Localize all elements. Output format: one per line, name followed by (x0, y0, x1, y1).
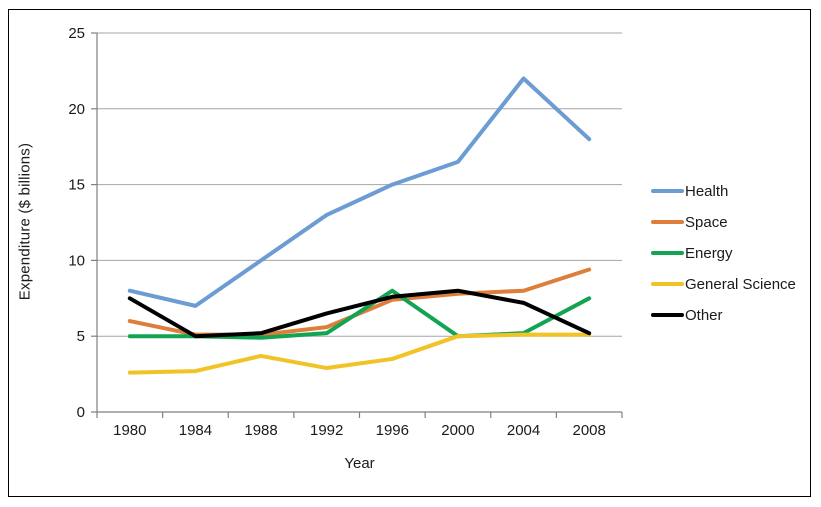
legend: Health Space Energy General Science Other (651, 182, 796, 324)
x-tick-label: 1980 (113, 422, 146, 439)
legend-line-swatch-health (651, 189, 684, 193)
series-line-health (127, 76, 592, 308)
x-tick-label: 1992 (310, 422, 343, 439)
series-line-energy (127, 288, 592, 340)
legend-line-swatch-other (651, 313, 684, 317)
legend-item-health: Health (651, 182, 796, 200)
x-tick-label: 2004 (507, 422, 540, 439)
legend-label-space: Space (685, 213, 728, 231)
y-tick-label: 5 (77, 328, 85, 345)
series-line-general-science (127, 332, 592, 375)
x-tick-label: 1988 (244, 422, 277, 439)
x-tick-label: 2000 (441, 422, 474, 439)
legend-label-other: Other (685, 306, 723, 324)
x-tick-label: 2008 (573, 422, 606, 439)
y-tick-label: 10 (68, 252, 85, 269)
legend-item-other: Other (651, 306, 796, 324)
legend-line-swatch-energy (651, 251, 684, 255)
legend-line-swatch-space (651, 220, 684, 224)
legend-item-energy: Energy (651, 244, 796, 262)
legend-item-general-science: General Science (651, 275, 796, 293)
y-tick-label: 0 (77, 404, 85, 421)
legend-label-health: Health (685, 182, 729, 200)
y-tick-label: 25 (68, 25, 85, 42)
x-tick-label: 1996 (376, 422, 409, 439)
y-tick-label: 20 (68, 101, 85, 118)
legend-label-general-science: General Science (685, 275, 796, 293)
legend-item-space: Space (651, 213, 796, 231)
y-tick-label: 15 (68, 177, 85, 194)
legend-line-swatch-general-science (651, 282, 684, 286)
legend-label-energy: Energy (685, 244, 733, 262)
x-tick-label: 1984 (179, 422, 212, 439)
x-axis-title: Year (344, 455, 375, 472)
series-line-other (127, 288, 592, 339)
y-axis-title: Expenditure ($ billions) (16, 142, 34, 301)
